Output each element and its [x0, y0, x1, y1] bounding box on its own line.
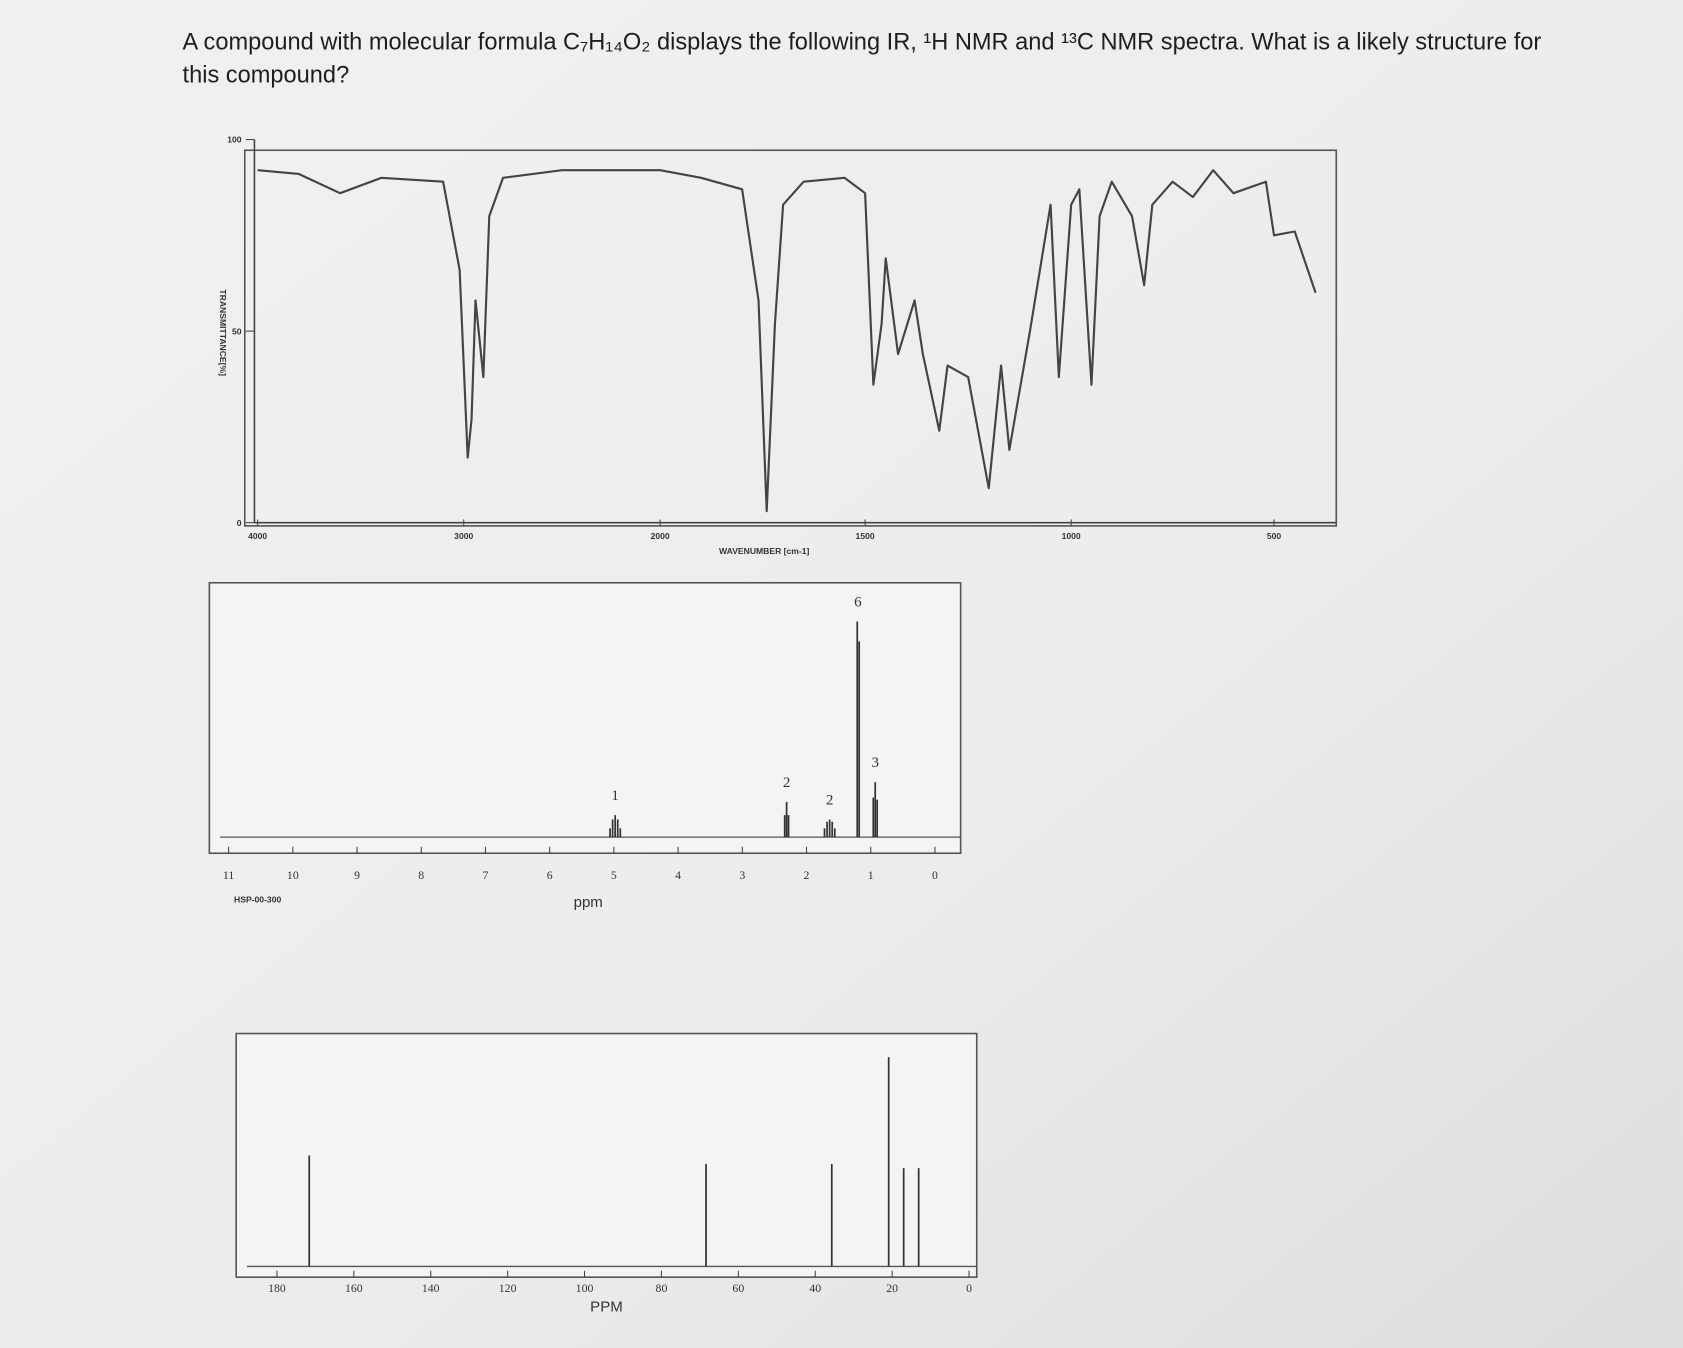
question-line: A compound with molecular formula C₇H₁₄O…	[183, 29, 1542, 55]
y-tick-label: 50	[232, 326, 242, 336]
x-tick-label: 1000	[1062, 531, 1081, 541]
spectrum-code: HSP-00-300	[234, 895, 281, 905]
ir-trace	[257, 169, 1317, 513]
integral-label: 6	[854, 594, 862, 610]
chart: 180 160 140 120 100 80 60 40 20 0 PPM	[235, 1032, 978, 1316]
y-tick-label: 0	[237, 518, 242, 528]
x-axis-label: ppm	[574, 894, 603, 911]
x-tick-label: 500	[1267, 531, 1282, 541]
integral-label: 1	[611, 788, 619, 804]
integral-label: 3	[871, 755, 879, 771]
x-tick-label: 10	[287, 868, 299, 882]
x-tick-label: 100	[576, 1281, 594, 1295]
y-axis-label: TRANSMITTANCE[%]	[218, 289, 228, 376]
x-tick-label: 140	[422, 1281, 440, 1295]
x-tick-label: 2	[804, 868, 810, 882]
x-tick-label: 4000	[248, 531, 267, 541]
x-tick-label: 0	[932, 868, 938, 882]
x-tick-label: 120	[499, 1281, 517, 1295]
x-tick-label: 1500	[856, 531, 875, 541]
x-tick-label: 3000	[454, 531, 473, 541]
x-tick-label: 8	[418, 868, 424, 882]
x-tick-label: 6	[547, 868, 553, 882]
x-tick-label: 9	[354, 868, 360, 882]
x-axis-label: PPM	[590, 1299, 623, 1316]
question-line: this compound?	[183, 63, 350, 89]
x-tick-label: 7	[483, 868, 489, 882]
x-tick-label: 40	[809, 1281, 821, 1295]
x-tick-label: 1	[868, 868, 874, 882]
x-tick-label: 5	[611, 868, 617, 882]
x-axis-label: WAVENUMBER [cm-1]	[719, 546, 810, 556]
x-tick-label: 11	[223, 868, 234, 882]
x-tick-label: 160	[345, 1281, 363, 1295]
x-tick-label: 2000	[651, 531, 670, 541]
x-tick-label: 0	[966, 1281, 972, 1295]
integral-label: 2	[826, 793, 834, 809]
plot-frame	[208, 581, 962, 855]
x-tick-label: 3	[739, 868, 745, 882]
integral-label: 2	[783, 775, 791, 791]
plot-frame	[235, 1032, 978, 1278]
plot-frame	[243, 149, 1338, 527]
x-tick-label: 20	[886, 1281, 898, 1295]
x-tick-label: 60	[732, 1281, 744, 1295]
x-tick-label: 180	[268, 1281, 286, 1295]
x-tick-label: 80	[656, 1281, 668, 1295]
x-tick-label: 4	[675, 868, 681, 882]
y-tick-label: 100	[227, 135, 242, 145]
